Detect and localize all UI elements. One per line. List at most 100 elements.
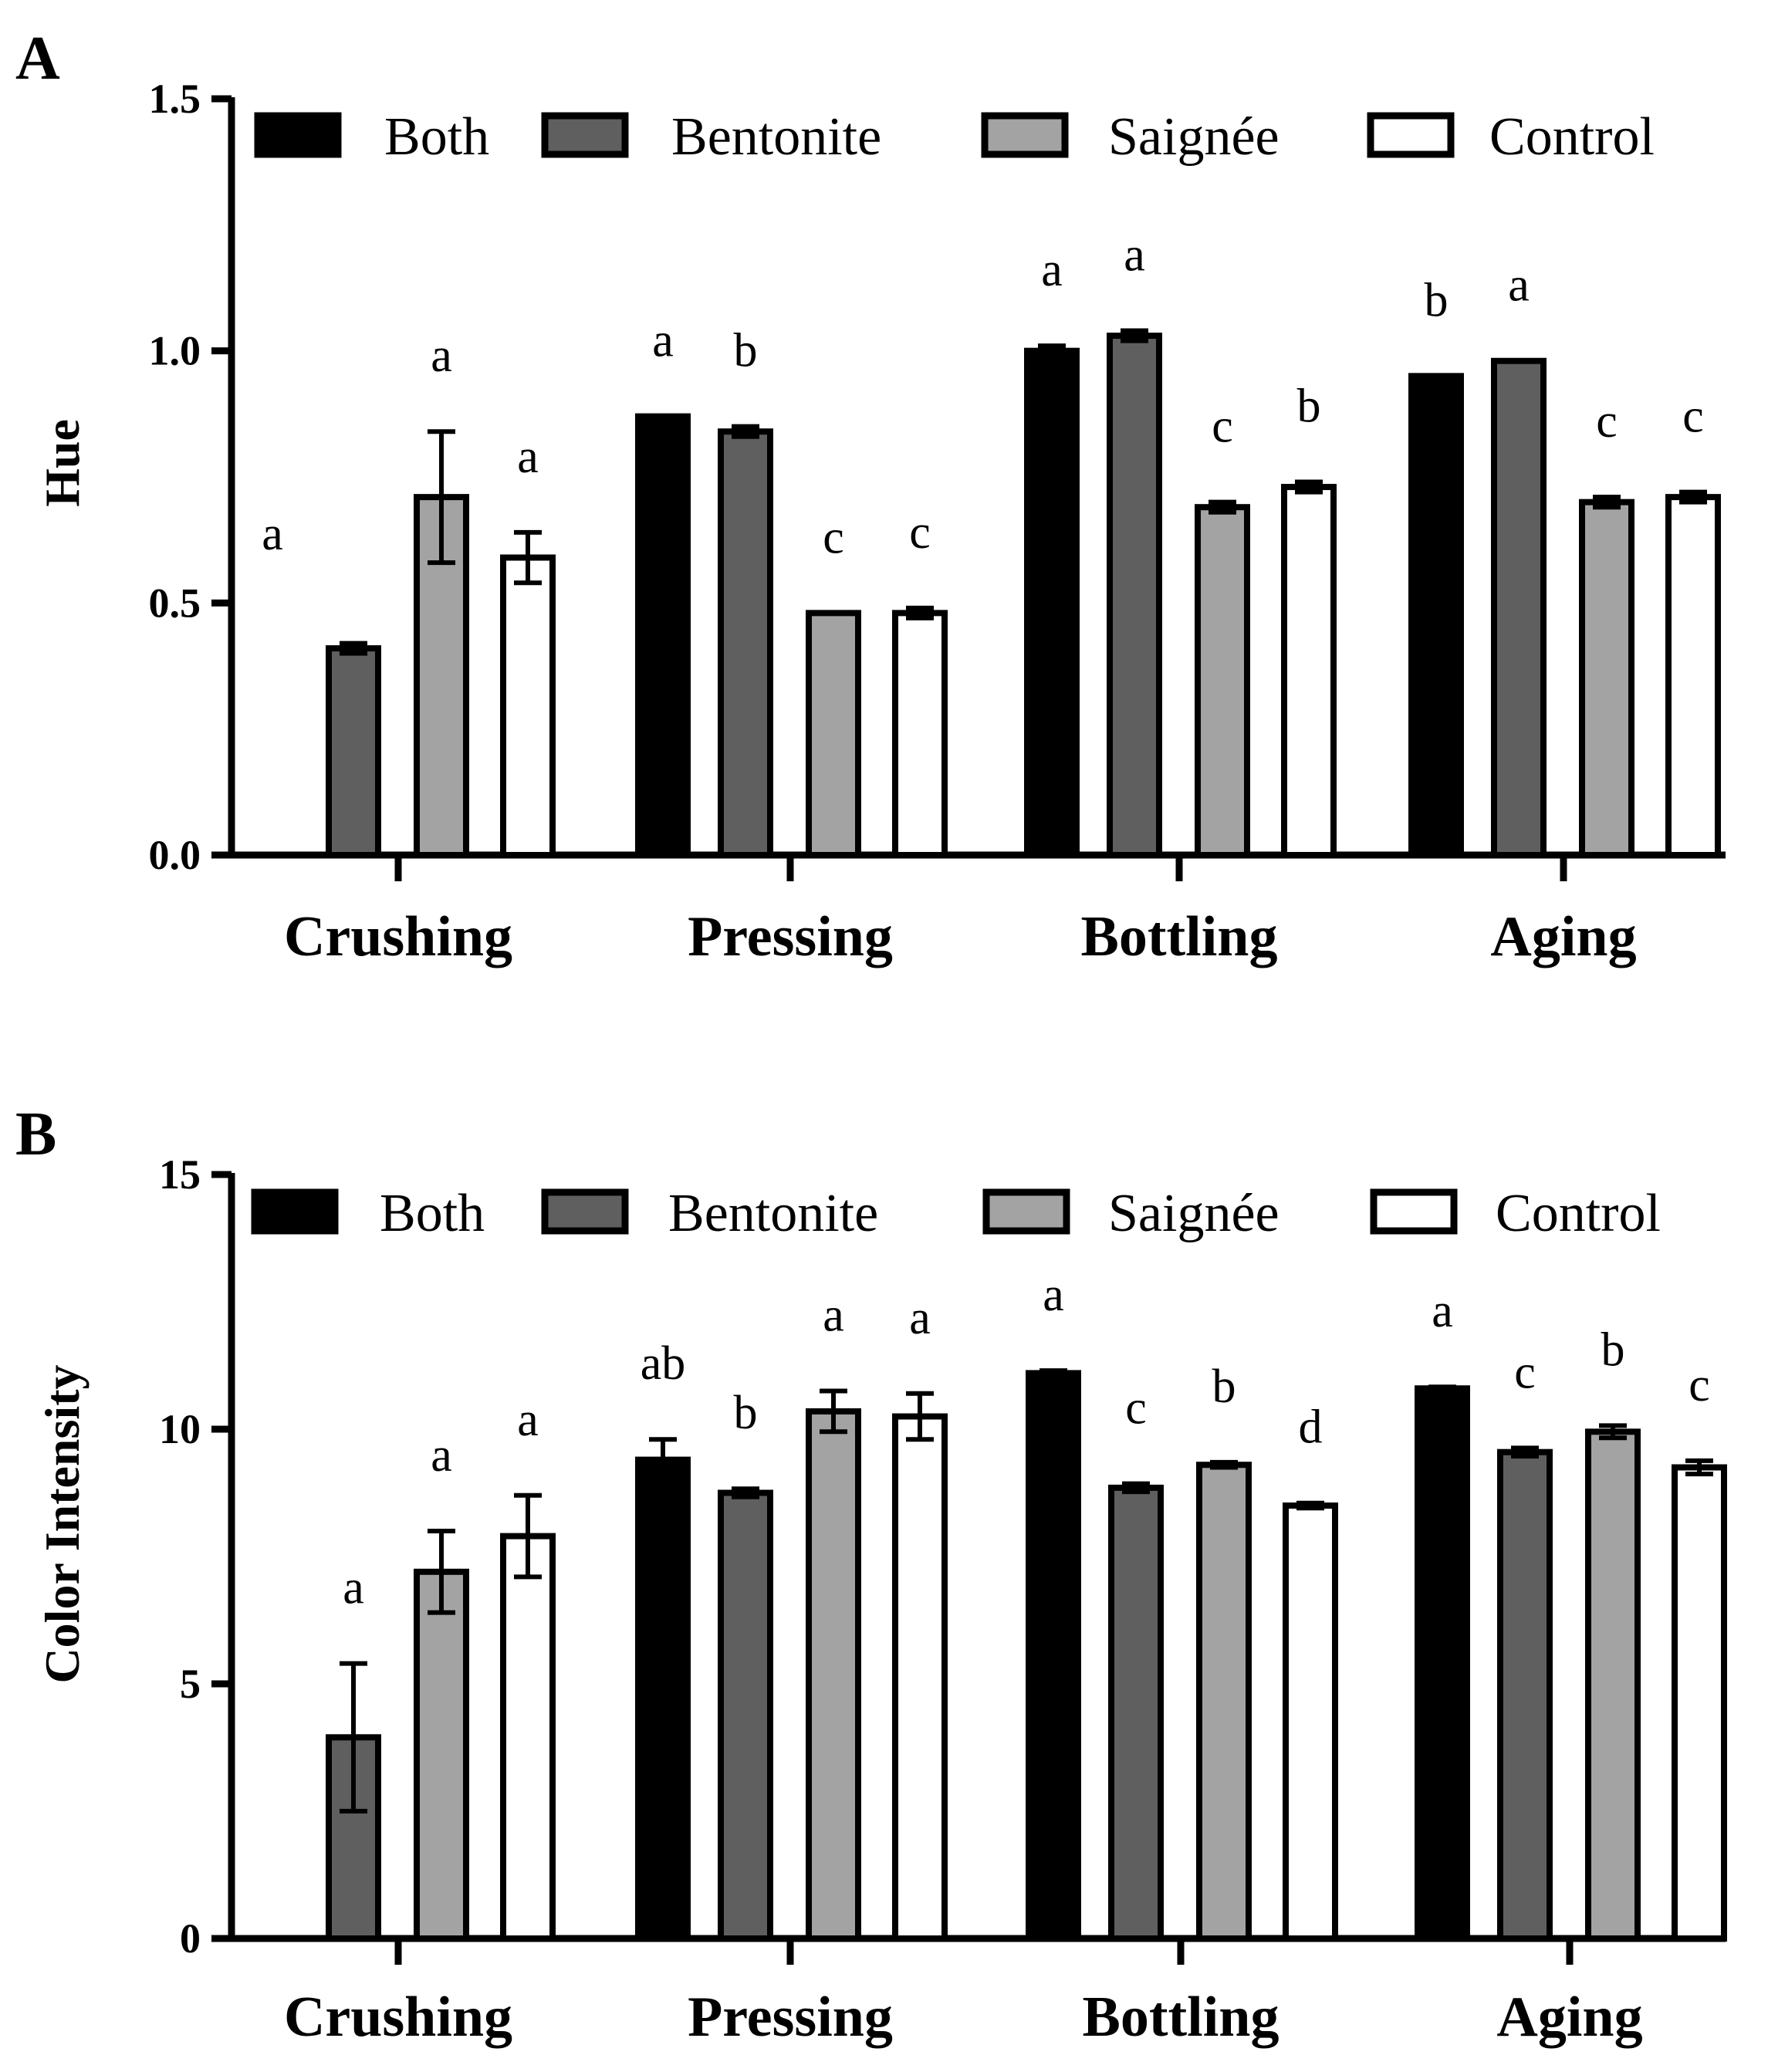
bar-control-crushing [500,554,556,858]
legend-label: Control [1489,107,1655,167]
significance-label: b [1425,274,1449,326]
y-tick-label: 0.5 [149,580,201,626]
bar-saignee-pressing [806,1408,861,1942]
panel-letter: B [15,1100,56,1168]
significance-label: b [1601,1323,1625,1376]
significance-label: b [734,325,758,377]
bar-control-aging [1672,1464,1727,1942]
significance-label: a [343,1562,364,1614]
bar-both-pressing [635,413,691,858]
significance-label: d [1299,1401,1323,1454]
legend-item-saignee: Saignée [982,1184,1280,1243]
x-tick-label-bottling: Bottling [1083,1986,1280,2049]
x-tick-label-aging: Aging [1490,905,1636,968]
significance-label: a [1041,244,1063,296]
legend-swatch [251,1188,339,1235]
x-tick-label-pressing: Pressing [688,1986,893,2049]
y-tick-label: 0.0 [149,832,201,878]
legend-label: Both [380,1184,485,1243]
significance-label: c [1514,1346,1536,1398]
x-tick-label-aging: Aging [1496,1986,1642,2049]
bar-bentonite-crushing [326,645,381,859]
significance-label: c [1212,401,1233,453]
legend-label: Saignée [1108,1184,1280,1243]
significance-label: a [909,1292,931,1344]
y-axis-title: Hue [35,419,90,507]
y-tick-label: 5 [180,1661,201,1707]
bar-both-aging [1408,373,1464,859]
bar-bentonite-bottling [1107,333,1162,859]
bar-both-bottling [1026,1370,1081,1942]
bar-control-crushing [500,1533,556,1942]
legend-item-control: Control [1370,1184,1661,1243]
significance-label: a [1508,259,1530,312]
bar-control-aging [1665,494,1721,859]
panel-letter: A [15,25,60,93]
bar-control-pressing [892,610,948,859]
legend-item-bentonite: Bentonite [541,1184,878,1243]
x-tick-label-bottling: Bottling [1081,905,1278,968]
bar-control-bottling [1281,484,1337,858]
panel-a: A Hue Both Bentonite Saignée Control 0.0… [15,25,1726,968]
significance-label: a [652,315,674,367]
significance-label: a [823,1290,844,1342]
legend-label: Both [384,107,489,167]
bar-bentonite-aging [1491,357,1547,858]
legend-item-bentonite: Bentonite [541,107,881,167]
bar-bentonite-bottling [1108,1484,1164,1942]
legend-item-both: Both [251,1184,485,1243]
bar-saignee-bottling [1195,504,1250,858]
significance-label: b [1297,380,1321,433]
significance-label: a [517,431,539,483]
bar-both-aging [1415,1385,1470,1942]
bar-bentonite-pressing [718,428,773,858]
bar-saignee-aging [1585,1428,1641,1942]
significance-label: a [1432,1285,1453,1337]
significance-label: a [431,330,452,382]
x-tick-label-pressing: Pressing [688,905,893,968]
legend-swatch [1370,1188,1458,1235]
legend-swatch [1367,112,1455,158]
bar-saignee-aging [1579,499,1634,859]
legend-swatch [254,112,342,158]
significance-label: c [1682,390,1704,443]
bar-control-bottling [1283,1502,1338,1942]
y-axis-title: Color Intensity [35,1364,90,1683]
significance-label: a [1124,229,1145,282]
panel-b: B Color Intensity Both Bentonite Saignée… [15,1100,1727,2049]
significance-label: a [1043,1269,1064,1321]
bar-saignee-crushing [414,1568,469,1942]
bar-control-pressing [892,1413,948,1942]
significance-label: a [517,1394,539,1446]
legend-swatch [982,1188,1070,1235]
legend-label: Saignée [1108,107,1280,167]
significance-label: ab [641,1337,686,1390]
bar-bentonite-aging [1497,1448,1553,1942]
significance-label: c [1125,1382,1147,1435]
legend-item-both: Both [254,107,489,167]
significance-label: b [1212,1360,1236,1413]
legend-swatch [981,112,1069,158]
significance-label: b [734,1387,758,1439]
y-tick-label: 0 [180,1915,201,1962]
y-tick-label: 10 [159,1406,201,1452]
y-tick-label: 15 [159,1151,201,1198]
bar-saignee-pressing [806,610,861,859]
legend-label: Bentonite [671,107,881,167]
legend-item-control: Control [1367,107,1655,167]
x-tick-label-crushing: Crushing [284,905,512,968]
bar-both-bottling [1024,347,1080,858]
bar-saignee-bottling [1196,1462,1252,1942]
legend-swatch [541,1188,629,1235]
bar-bentonite-pressing [718,1489,773,1942]
significance-label: c [1689,1359,1710,1411]
significance-label: a [262,508,283,560]
bar-both-pressing [635,1456,691,1942]
legend-item-saignee: Saignée [981,107,1280,167]
y-tick-label: 1.0 [149,328,201,374]
legend-swatch [541,112,629,158]
significance-label: c [909,506,931,559]
significance-label: c [1596,395,1618,448]
